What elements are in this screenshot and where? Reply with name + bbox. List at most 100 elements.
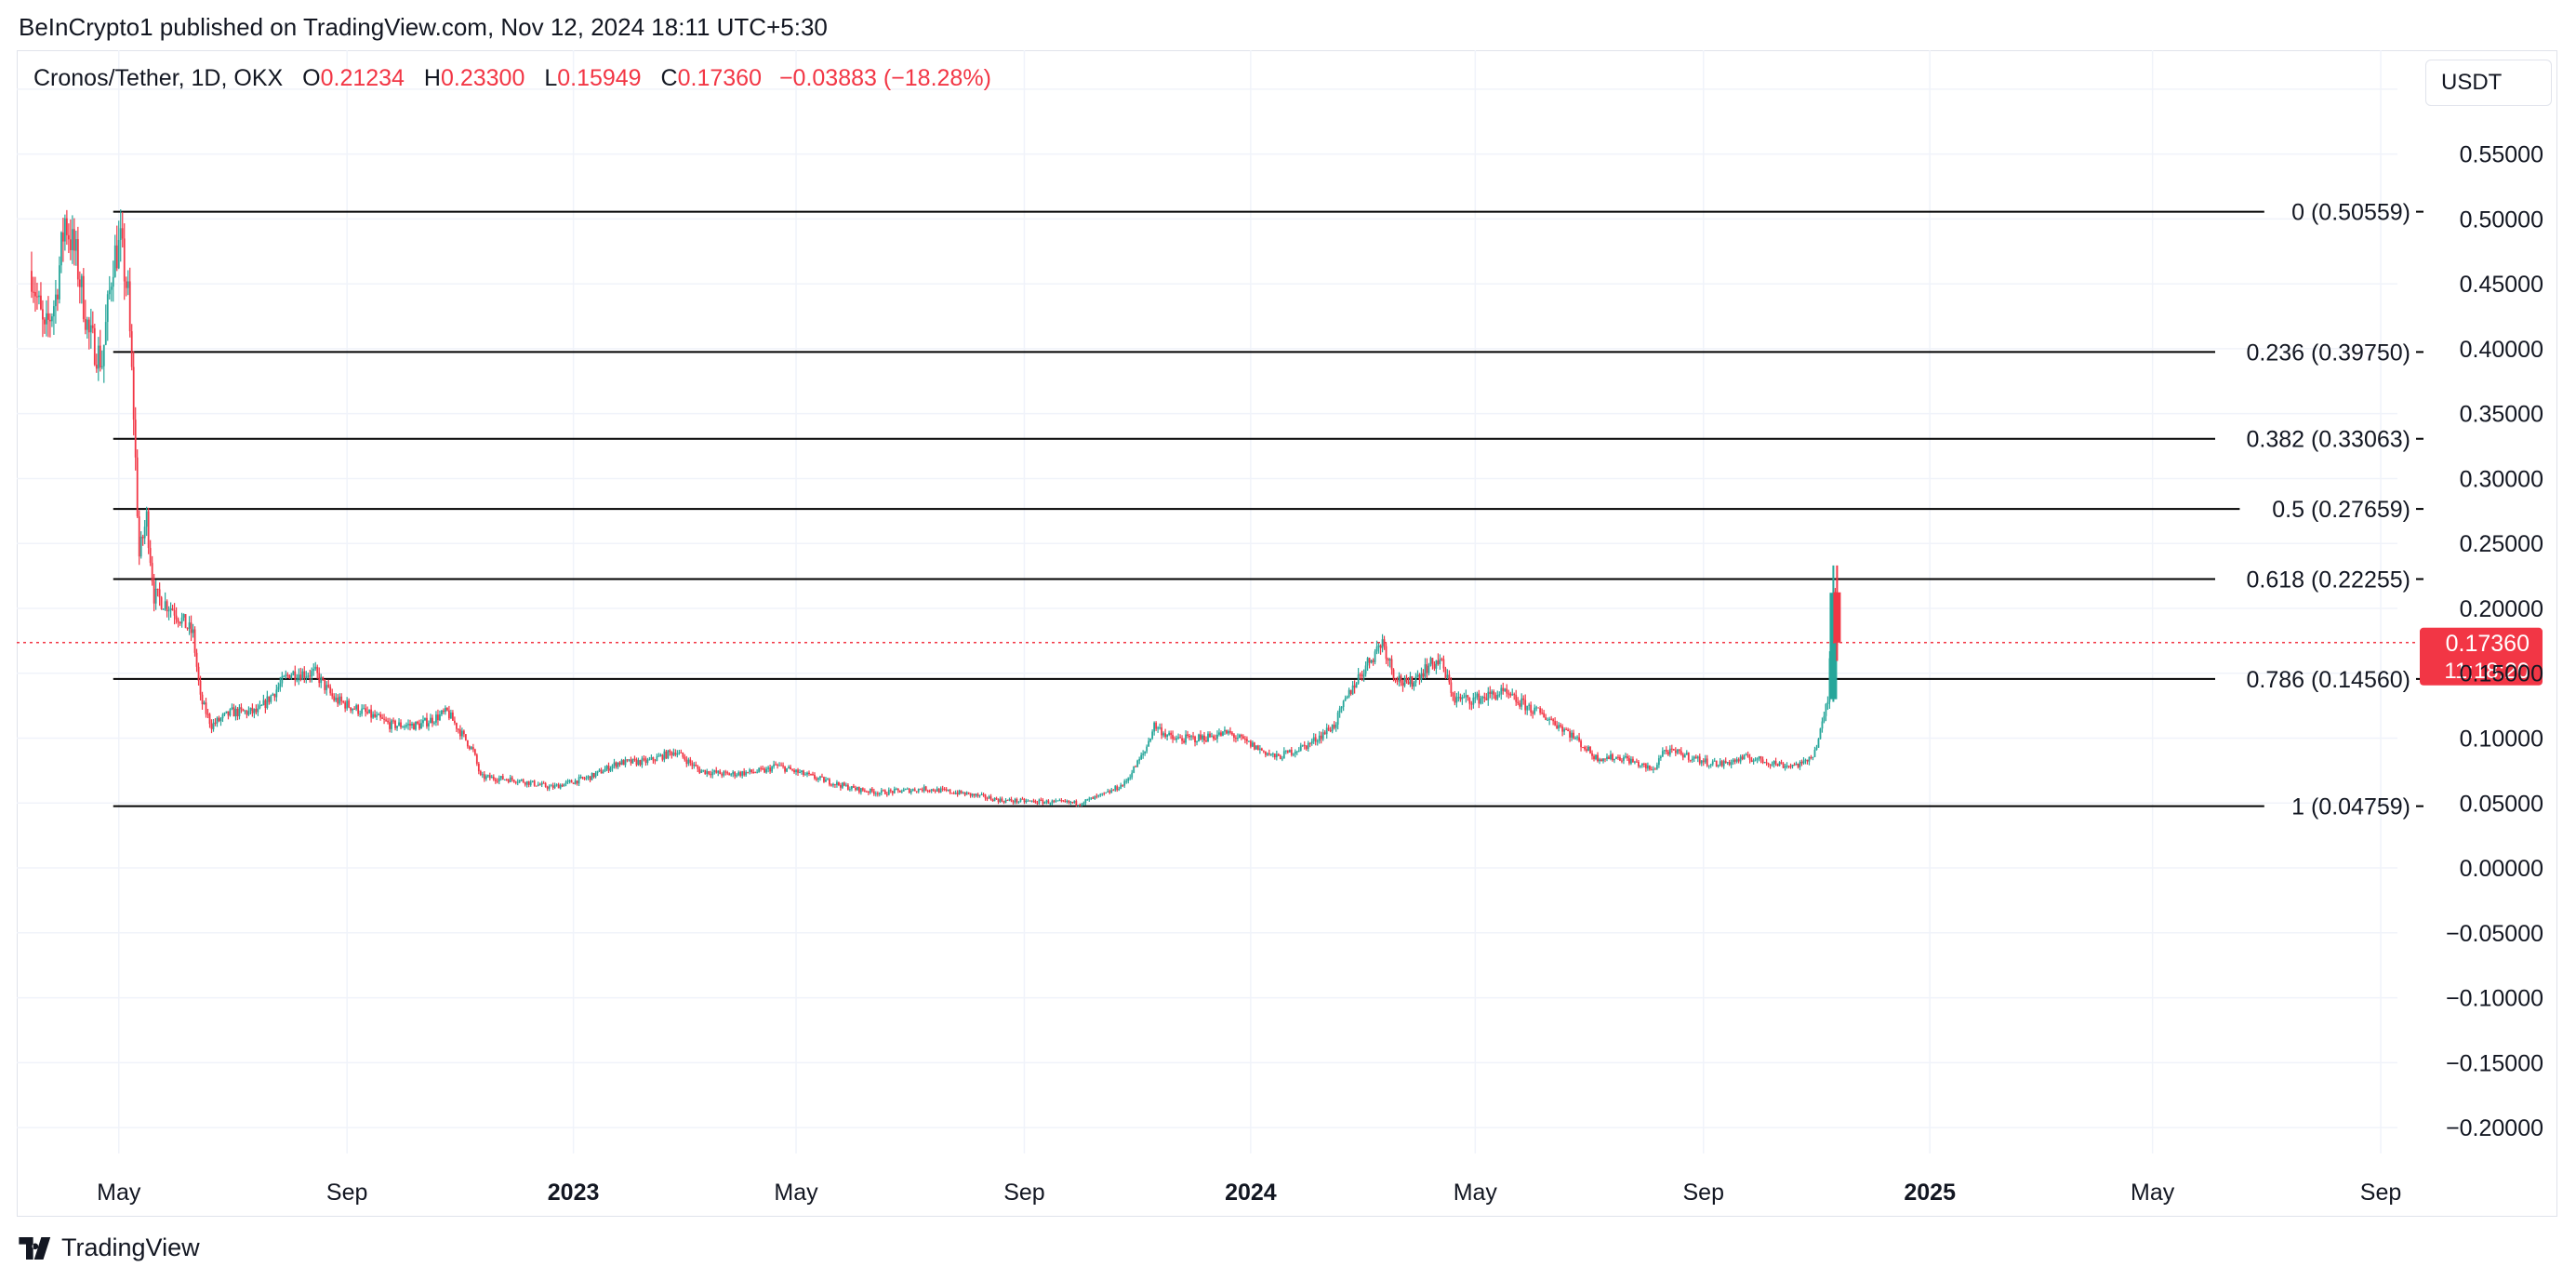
candle-body — [1237, 738, 1239, 740]
candle-body — [457, 728, 459, 730]
candle-body — [1030, 800, 1033, 802]
candle-body — [980, 793, 983, 795]
candle-body — [643, 758, 645, 760]
candle-body — [1271, 753, 1274, 755]
candle-body — [527, 780, 530, 785]
candle-body — [682, 752, 684, 757]
candle-body — [1297, 750, 1300, 752]
candle-body — [676, 753, 679, 755]
candle-body — [1454, 696, 1456, 703]
candle-body — [1630, 758, 1632, 764]
candle-body — [1769, 764, 1772, 766]
candle-body — [320, 676, 323, 684]
candle-body — [591, 773, 593, 780]
tradingview-logo-text: TradingView — [61, 1233, 200, 1261]
candle-body — [1480, 698, 1482, 704]
candle-body — [563, 783, 565, 787]
candle-body — [1519, 703, 1521, 707]
tradingview-logo[interactable]: TradingView — [19, 1233, 200, 1262]
candle-body — [663, 751, 666, 760]
candle-body — [1112, 790, 1115, 792]
candle-body — [1754, 759, 1757, 761]
currency-unit-button[interactable]: USDT — [2425, 60, 2552, 106]
candle-body — [309, 675, 312, 677]
candle-body — [1239, 735, 1241, 739]
candle-body — [379, 713, 381, 718]
candle-body — [850, 786, 853, 790]
candle-body — [350, 707, 352, 711]
candle-body — [557, 784, 560, 789]
candle-body — [1625, 756, 1627, 758]
candle-body — [1342, 700, 1345, 707]
candle-body — [1517, 701, 1520, 704]
candle-body — [61, 232, 64, 242]
candle-body — [842, 782, 843, 788]
candle-body — [659, 754, 662, 756]
candle-body — [854, 787, 856, 791]
candle-body — [604, 768, 606, 772]
candle-body — [1016, 798, 1018, 803]
candle-body — [391, 720, 392, 729]
candle-body — [1253, 742, 1255, 750]
candle-body — [359, 713, 362, 715]
candle-body — [1151, 731, 1154, 740]
candle-body — [559, 784, 562, 789]
candle-body — [475, 754, 478, 765]
candle-body — [661, 754, 664, 760]
candle-body — [1109, 791, 1111, 793]
candle-body — [1619, 756, 1621, 761]
candle-body — [1652, 768, 1654, 770]
candle-body — [810, 774, 812, 776]
candle-body — [1346, 697, 1348, 699]
candle-body — [171, 608, 174, 610]
candle-body — [346, 700, 349, 709]
candle-body — [969, 793, 972, 796]
candle-body — [885, 793, 888, 795]
candle-body — [669, 750, 671, 753]
candle-body — [1196, 741, 1198, 743]
candle-body — [1295, 751, 1298, 753]
candle-body — [1125, 780, 1128, 782]
candle-body — [1228, 730, 1229, 734]
candle-body — [695, 764, 697, 767]
candle-body — [1183, 740, 1185, 743]
candle-body — [1580, 740, 1582, 748]
candle-body — [698, 768, 701, 773]
x-tick-label: May — [1454, 1180, 1498, 1206]
candle-body — [1711, 761, 1714, 765]
candle-body — [801, 770, 803, 772]
fib-level-label: 0 (0.50559) — [2291, 200, 2410, 226]
candle-body — [1092, 797, 1095, 799]
candle-body — [1396, 680, 1399, 682]
candle-body — [1110, 790, 1113, 793]
candle-body — [913, 789, 916, 792]
candle-body — [568, 780, 571, 782]
candle-body — [784, 766, 786, 772]
candle-body — [488, 775, 491, 779]
candle-body — [108, 289, 111, 295]
candle-body — [417, 721, 418, 724]
candle-body — [1281, 758, 1283, 760]
candle-body — [1496, 694, 1499, 700]
candle-body — [1060, 800, 1063, 802]
candle-body — [628, 759, 631, 761]
candle-body — [852, 786, 855, 788]
candle-body — [1010, 798, 1013, 802]
candle-body — [1192, 736, 1194, 738]
candle-body — [1398, 675, 1401, 682]
candle-body — [1799, 762, 1801, 767]
candle-body — [1185, 734, 1187, 743]
candle-body — [102, 344, 105, 367]
candle-body — [847, 784, 849, 791]
candle-body — [1409, 675, 1412, 685]
candle-body — [762, 768, 764, 770]
candle-body — [609, 767, 612, 771]
candle-body — [1554, 721, 1557, 726]
candle-body — [778, 765, 780, 767]
candle-body — [689, 759, 692, 764]
candle-body — [82, 275, 85, 320]
candle-body — [1122, 784, 1124, 786]
candle-body — [473, 749, 476, 755]
candle-body — [236, 708, 239, 716]
